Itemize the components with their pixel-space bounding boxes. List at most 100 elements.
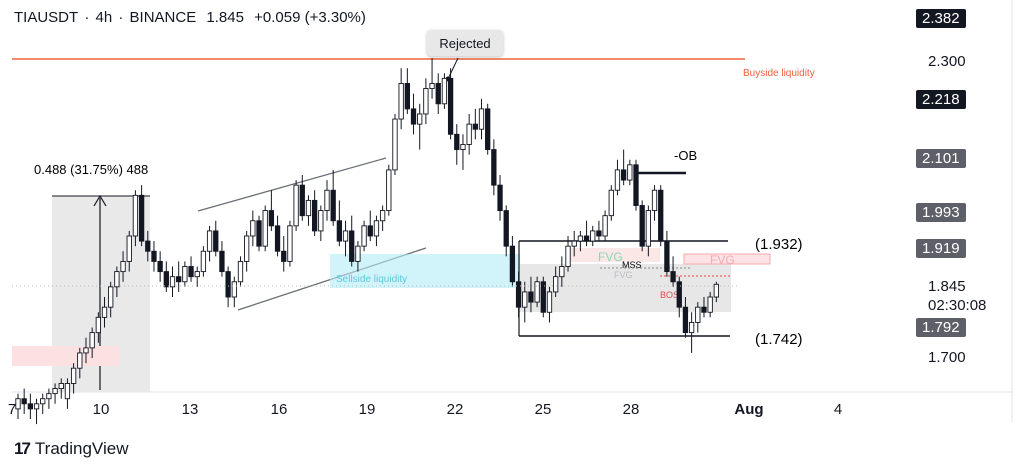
candle-body — [676, 281, 682, 308]
countdown-label: 02:30:08 — [928, 297, 987, 314]
candle-body — [336, 220, 343, 242]
candle-body — [46, 393, 52, 400]
candle-body — [633, 164, 639, 206]
buyside-liquidity-label: Buyside liquidity — [743, 68, 815, 79]
candle-body — [40, 398, 46, 405]
candle-body — [577, 235, 584, 242]
separator: · — [84, 9, 90, 26]
separator: · — [118, 9, 124, 26]
fvg-zone — [683, 253, 771, 265]
channel-upper-line — [197, 157, 387, 212]
tradingview-logo-icon: 17 — [14, 439, 31, 458]
candle-body — [342, 230, 349, 242]
candle-body — [485, 108, 491, 151]
candle-body — [58, 383, 64, 389]
bos-label: BOS — [660, 290, 679, 300]
candle-body — [225, 271, 231, 298]
candle-body — [324, 189, 330, 212]
candle-body — [318, 210, 324, 232]
price-tick-label: 1.919 — [916, 239, 966, 258]
measure-label: 0.488 (31.75%) 488 — [34, 162, 148, 177]
candle-body — [237, 260, 244, 283]
candle-body — [590, 230, 596, 242]
price-tick-label: 2.382 — [916, 9, 966, 28]
candle-body — [454, 133, 460, 151]
fvg-label: FVG — [614, 270, 633, 280]
tradingview-logo[interactable]: 17 TradingView — [14, 439, 128, 459]
candle-body — [293, 184, 299, 227]
candle-body — [213, 230, 219, 252]
candle-body — [157, 260, 163, 273]
candle-body — [349, 230, 355, 262]
candle-body — [194, 271, 200, 278]
price-tick-label: 1.792 — [916, 318, 966, 337]
candle-body — [447, 77, 454, 135]
sellside-liquidity-label: Sellside liquidity — [336, 274, 407, 285]
candle-body — [398, 83, 404, 120]
candle-body — [614, 169, 621, 191]
candle-body — [373, 220, 380, 237]
candle-body — [620, 169, 627, 181]
candle-body — [126, 235, 132, 262]
price-tick-label: 1.845 — [928, 278, 966, 295]
candle-body — [386, 169, 392, 212]
rejected-pointer-line — [447, 57, 459, 80]
candle-body — [114, 271, 120, 288]
candle-body — [528, 291, 534, 303]
candle-body — [472, 123, 478, 130]
fvg-label: FVG — [710, 253, 735, 267]
candle-body — [515, 281, 522, 308]
time-tick-label: 28 — [622, 401, 640, 418]
candle-body — [274, 225, 281, 252]
candle-body — [645, 210, 652, 247]
candle-body — [70, 367, 77, 384]
candle-body — [608, 189, 614, 217]
candle-body — [664, 240, 670, 273]
candle-body — [64, 383, 71, 400]
candle-body — [244, 235, 250, 262]
candle-body — [503, 210, 509, 247]
candle-body — [429, 83, 435, 89]
candle-body — [627, 164, 633, 181]
candle-body — [509, 245, 516, 283]
candle-body — [602, 215, 608, 237]
candle-body — [145, 240, 151, 252]
candle-body — [268, 210, 275, 227]
candle-body — [330, 189, 336, 222]
interval-label: 4h — [95, 9, 113, 26]
candle-body — [701, 306, 707, 313]
candle-body — [132, 194, 139, 237]
candle-body — [410, 108, 417, 125]
candle-body — [571, 240, 577, 247]
candle-body — [33, 403, 40, 410]
candle-body — [138, 194, 145, 242]
candle-body — [287, 225, 293, 262]
time-tick-label: 22 — [446, 401, 464, 418]
price-tick-label: 2.300 — [928, 53, 966, 70]
candle-body — [305, 199, 312, 217]
candle-body — [651, 189, 658, 212]
candle-body — [695, 306, 701, 323]
candle-body — [553, 276, 559, 293]
price-tick-label: 1.700 — [928, 349, 966, 366]
price-tick-label: 2.101 — [916, 149, 966, 168]
candle-body — [559, 266, 565, 278]
candle-body — [658, 189, 664, 242]
candle-body — [583, 235, 590, 242]
time-tick-label: 16 — [270, 401, 288, 418]
sellside-liquidity-zone — [330, 254, 520, 288]
candle-body — [231, 281, 237, 298]
candle-body — [546, 291, 553, 313]
candle-body — [355, 245, 361, 262]
fvg-label: FVG — [598, 250, 623, 264]
candle-body — [491, 149, 497, 186]
chart-header: TIAUSDT · 4h · BINANCE 1.845 +0.059 (+3.… — [14, 9, 368, 26]
candle-body — [299, 184, 305, 217]
time-tick-label: 7 — [7, 401, 17, 418]
candle-body — [169, 276, 176, 288]
time-tick-label: Aug — [734, 401, 764, 418]
price-tick-label: 1.993 — [916, 203, 966, 222]
candle-body — [176, 276, 182, 283]
rejected-callout: Rejected — [427, 30, 503, 56]
